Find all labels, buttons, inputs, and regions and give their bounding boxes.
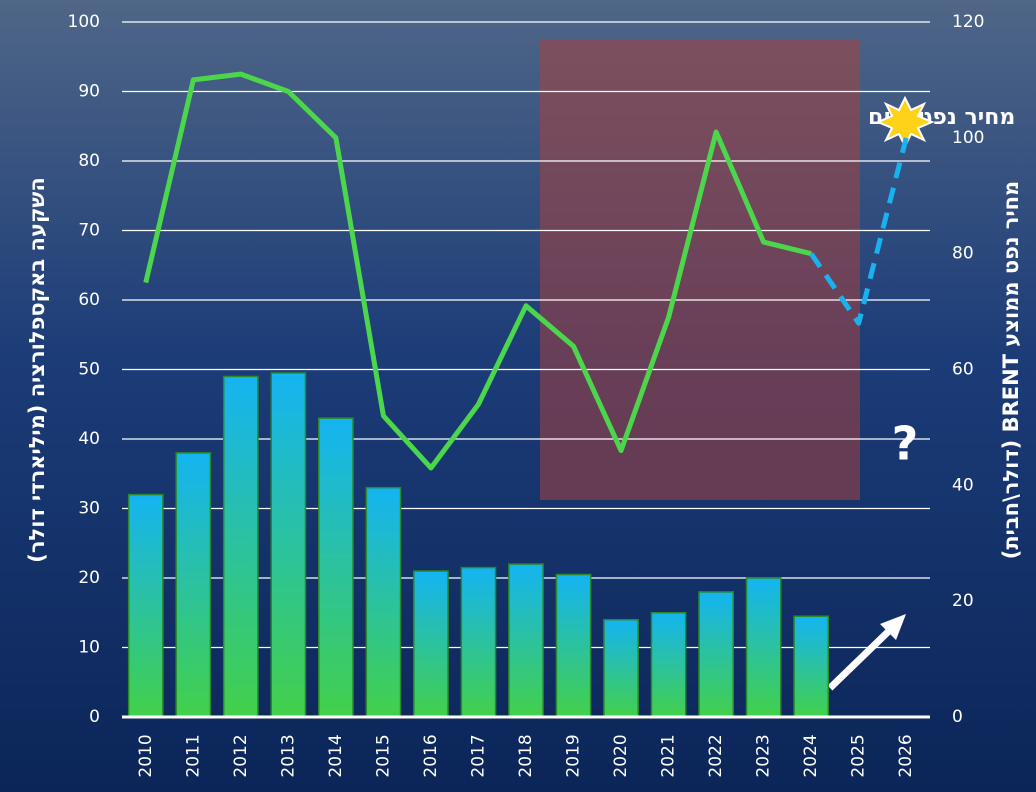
background-ship [540, 40, 860, 500]
bar [793, 615, 830, 718]
y2-tick-label: 80 [952, 244, 974, 264]
x-tick-label: 2024 [801, 734, 821, 777]
y-axis-title: השקעה באקספלורציה (מיליארדי דולר) [25, 177, 49, 563]
line [809, 137, 909, 326]
y2-tick-label: 0 [952, 707, 963, 727]
x-tick-label: 2025 [849, 734, 869, 777]
bar [698, 591, 734, 718]
y-tick-label: 100 [68, 12, 100, 32]
bar [508, 563, 544, 718]
bar [270, 372, 307, 718]
x-tick-label: 2012 [231, 734, 251, 777]
x-tick-label: 2022 [706, 734, 726, 777]
x-tick-label: 2014 [326, 734, 346, 777]
y-tick-label: 60 [78, 290, 100, 310]
y-tick-label: 30 [78, 499, 100, 519]
bar [127, 493, 164, 718]
x-tick-label: 2019 [564, 734, 584, 777]
bar [318, 417, 354, 718]
x-tick-label: 2020 [611, 734, 631, 777]
line [143, 71, 812, 471]
x-tick-label: 2016 [421, 734, 441, 777]
bar [650, 612, 687, 718]
y-tick-label: 70 [78, 221, 100, 241]
bar [175, 452, 212, 718]
bar [413, 570, 449, 718]
y-tick-label: 80 [78, 151, 100, 171]
annotation: ? [892, 417, 919, 471]
y-tick-label: 50 [78, 360, 100, 380]
x-tick-label: 2017 [468, 734, 488, 777]
arrow-head [880, 614, 906, 640]
x-tick-label: 2018 [516, 734, 536, 777]
y-tick-label: 20 [78, 568, 100, 588]
arrow [827, 625, 895, 691]
x-tick-label: 2026 [896, 734, 916, 777]
bar [222, 375, 259, 718]
x-tick-label: 2023 [754, 734, 774, 777]
x-tick-label: 2011 [183, 734, 203, 777]
x-tick-label: 2015 [373, 734, 393, 777]
y-tick-label: 10 [78, 638, 100, 658]
y2-axis-title: מחיר נפט ממוצע BRENT (דולר\חבית) [999, 181, 1023, 560]
y2-tick-label: 100 [952, 128, 984, 148]
bar [555, 573, 592, 718]
y2-tick-label: 20 [952, 591, 974, 611]
x-tick-label: 2021 [659, 734, 679, 777]
y2-tick-label: 60 [952, 360, 974, 380]
y2-tick-label: 120 [952, 12, 984, 32]
x-tick-label: 2013 [278, 734, 298, 777]
y-tick-label: 40 [78, 429, 100, 449]
bar [365, 486, 402, 718]
bar [460, 566, 497, 718]
x-tick-label: 2010 [136, 734, 156, 777]
y-tick-label: 90 [78, 82, 100, 102]
y2-tick-label: 40 [952, 475, 974, 495]
bar [745, 577, 782, 718]
y-tick-label: 0 [89, 707, 100, 727]
bar [603, 618, 639, 718]
